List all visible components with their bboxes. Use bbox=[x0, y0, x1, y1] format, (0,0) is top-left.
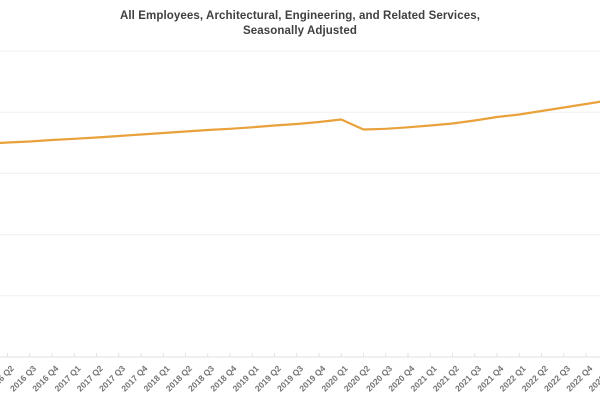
employment-series-line bbox=[0, 100, 600, 145]
chart-title-line2: Seasonally Adjusted bbox=[243, 25, 357, 37]
chart-title-line1: All Employees, Architectural, Engineerin… bbox=[119, 10, 481, 22]
chart-title: All Employees, Architectural, Engineerin… bbox=[0, 9, 600, 39]
